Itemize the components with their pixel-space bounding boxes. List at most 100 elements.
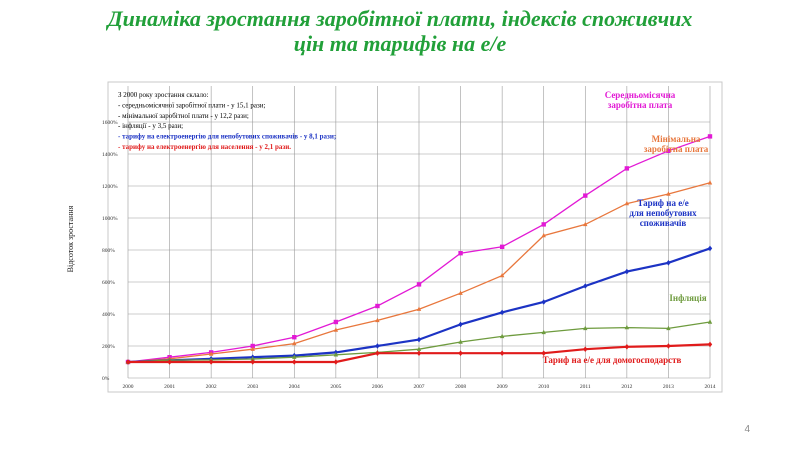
data-point-salary bbox=[375, 303, 380, 309]
data-point-min_wage bbox=[250, 346, 255, 351]
x-tick-label: 2006 bbox=[372, 384, 383, 390]
y-tick-label: 0% bbox=[102, 376, 110, 382]
data-point-salary bbox=[707, 134, 713, 139]
data-point-salary bbox=[624, 166, 630, 171]
data-point-inflation bbox=[624, 324, 630, 330]
data-point-tariff_household bbox=[624, 344, 630, 350]
annotation-line: - мінімальної заробітної плати - у 12,2 … bbox=[118, 112, 249, 120]
plot-frame bbox=[107, 81, 723, 393]
page-number: 4 bbox=[744, 424, 750, 435]
x-tick-label: 2001 bbox=[164, 384, 175, 390]
x-tick-label: 2003 bbox=[247, 384, 258, 390]
data-point-inflation bbox=[583, 325, 588, 331]
x-tick-label: 2013 bbox=[663, 384, 674, 390]
y-tick-label: 800% bbox=[102, 248, 115, 254]
y-tick-label: 1000% bbox=[102, 216, 118, 222]
data-point-tariff_industry bbox=[624, 268, 630, 275]
slide-title-line-2: цін та тарифів на е/е bbox=[293, 31, 507, 56]
data-point-salary bbox=[292, 335, 297, 340]
data-point-salary bbox=[499, 244, 505, 249]
data-point-tariff_household bbox=[416, 350, 422, 356]
x-tick-label: 2002 bbox=[206, 384, 217, 390]
x-tick-label: 2009 bbox=[497, 384, 508, 390]
data-point-inflation bbox=[333, 352, 339, 357]
data-point-tariff_household bbox=[292, 359, 297, 365]
annotation-line: - тарифу на електроенергію для населення… bbox=[118, 143, 291, 151]
y-tick-label: 400% bbox=[102, 312, 115, 318]
data-point-tariff_household bbox=[375, 350, 380, 356]
data-point-salary bbox=[333, 319, 339, 325]
x-tick-label: 2010 bbox=[538, 384, 549, 390]
data-point-min_wage bbox=[499, 272, 505, 278]
series-label-min_wage: заробітна плата bbox=[644, 144, 709, 154]
data-point-min_wage bbox=[208, 351, 214, 356]
data-point-tariff_industry bbox=[416, 336, 422, 343]
data-point-tariff_industry bbox=[541, 299, 546, 305]
y-tick-label: 1600% bbox=[102, 120, 118, 126]
series-label-min_wage: Мінімальна bbox=[652, 134, 701, 144]
data-point-tariff_household bbox=[208, 359, 214, 365]
y-tick-label: 200% bbox=[102, 344, 115, 350]
data-point-tariff_household bbox=[499, 350, 505, 356]
data-point-tariff_industry bbox=[583, 283, 588, 289]
data-point-tariff_household bbox=[666, 343, 671, 349]
x-tick-label: 2014 bbox=[705, 384, 716, 390]
data-point-tariff_household bbox=[707, 341, 713, 348]
data-point-min_wage bbox=[333, 327, 339, 332]
series-label-salary: заробітна плата bbox=[608, 100, 673, 110]
series-label-tariff_industry: для непобутових bbox=[629, 208, 697, 218]
data-point-tariff_household bbox=[458, 350, 463, 356]
data-point-min_wage bbox=[541, 232, 546, 238]
data-point-min_wage bbox=[583, 221, 588, 227]
data-point-salary bbox=[541, 222, 546, 227]
series-label-tariff_industry: споживачів bbox=[640, 218, 687, 228]
data-point-tariff_industry bbox=[458, 321, 463, 328]
data-point-inflation bbox=[541, 329, 546, 335]
annotation-line: - інфляції - у 3,5 рази; bbox=[118, 122, 183, 130]
series-label-salary: Середньомісячна bbox=[605, 90, 676, 100]
data-point-min_wage bbox=[416, 306, 422, 311]
series-label-tariff_household: Тариф на е/е для домогосподарств bbox=[543, 355, 682, 365]
data-point-inflation bbox=[292, 354, 297, 359]
data-point-tariff_industry bbox=[666, 260, 671, 266]
data-point-tariff_household bbox=[250, 359, 255, 365]
data-point-inflation bbox=[499, 333, 505, 339]
data-point-inflation bbox=[250, 356, 255, 361]
data-point-tariff_household bbox=[167, 359, 172, 365]
data-point-inflation bbox=[707, 319, 713, 324]
data-point-salary bbox=[416, 282, 422, 287]
data-point-salary bbox=[583, 193, 588, 198]
data-point-tariff_industry bbox=[375, 343, 380, 349]
x-tick-label: 2000 bbox=[123, 384, 134, 390]
data-point-salary bbox=[458, 251, 463, 256]
series-label-tariff_industry: Тариф на е/е bbox=[637, 198, 688, 208]
x-tick-label: 2005 bbox=[330, 384, 341, 390]
data-point-inflation bbox=[666, 325, 671, 331]
data-point-min_wage bbox=[375, 317, 380, 323]
slide-title: Динаміка зростання заробітної плати, інд… bbox=[0, 6, 800, 56]
annotation-line: З 2000 року зростання склало: bbox=[118, 91, 208, 99]
data-point-tariff_industry bbox=[707, 245, 713, 252]
x-tick-label: 2011 bbox=[580, 384, 591, 390]
data-point-min_wage bbox=[707, 180, 713, 185]
series-label-inflation: Інфляція bbox=[669, 293, 706, 303]
data-point-inflation bbox=[458, 339, 463, 344]
data-point-tariff_industry bbox=[499, 309, 505, 316]
data-point-tariff_household bbox=[541, 350, 546, 356]
data-point-min_wage bbox=[292, 340, 297, 346]
annotation-line: - середньомісячної заробітної плати - у … bbox=[118, 101, 265, 109]
data-point-tariff_household bbox=[125, 359, 131, 365]
y-tick-label: 1200% bbox=[102, 184, 118, 190]
x-tick-label: 2004 bbox=[289, 384, 300, 390]
data-point-tariff_household bbox=[583, 346, 588, 352]
annotation-line: - тарифу на електроенергію для непобутов… bbox=[118, 133, 336, 141]
slide-title-line-1: Динаміка зростання заробітної плати, інд… bbox=[107, 6, 693, 31]
x-tick-label: 2007 bbox=[414, 384, 425, 390]
data-point-min_wage bbox=[666, 191, 671, 196]
data-point-inflation bbox=[416, 346, 422, 351]
data-point-salary bbox=[666, 148, 671, 153]
data-point-salary bbox=[250, 343, 255, 349]
data-point-tariff_household bbox=[333, 359, 339, 365]
y-tick-label: 600% bbox=[102, 280, 115, 286]
